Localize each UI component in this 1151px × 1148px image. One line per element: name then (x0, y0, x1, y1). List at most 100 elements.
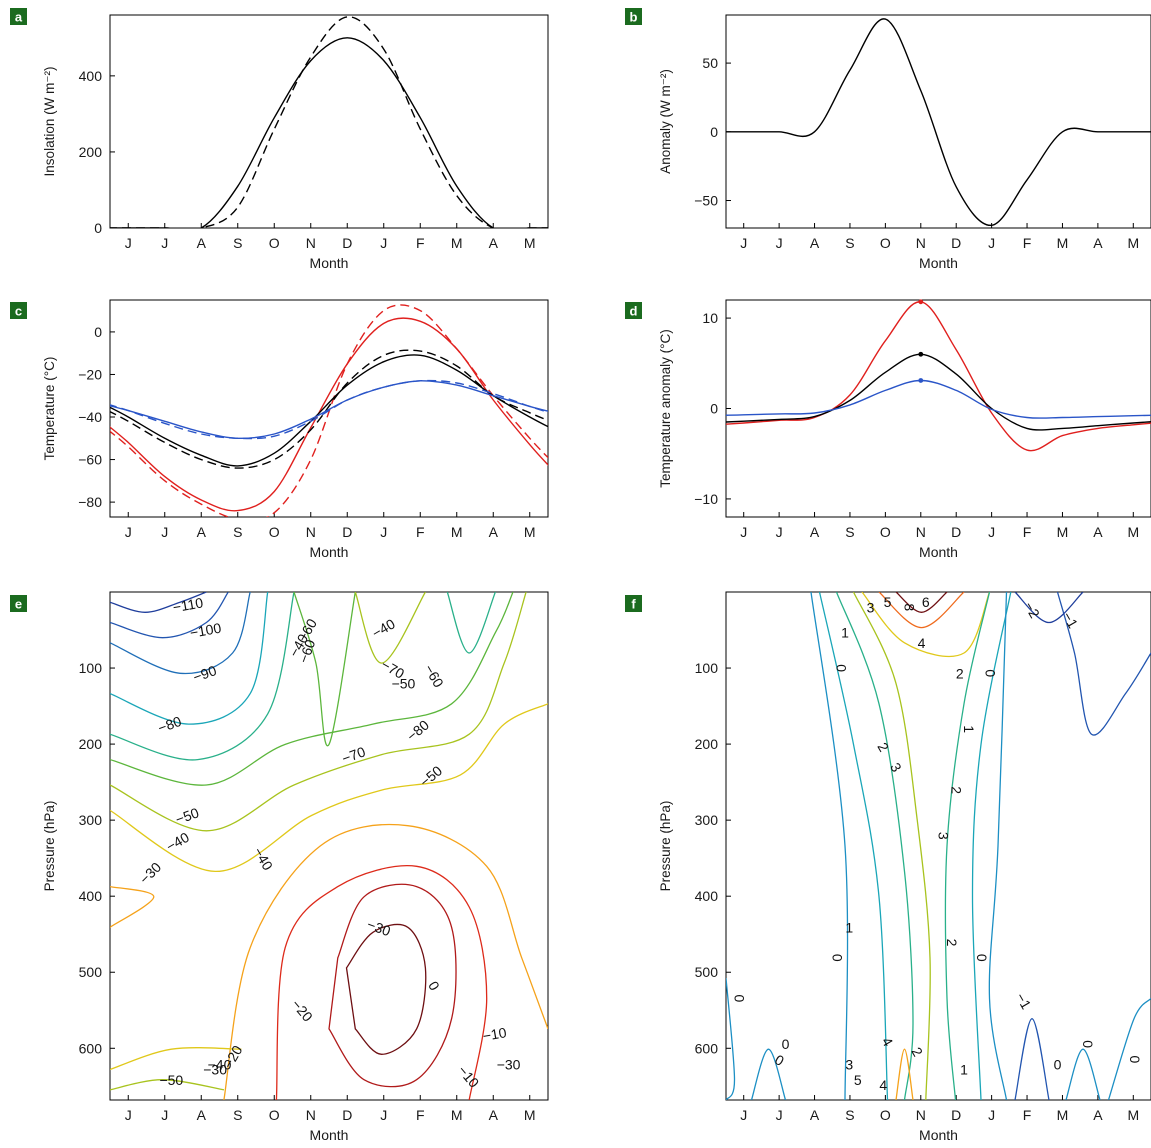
series-group (726, 18, 1151, 227)
x-tick-label: J (161, 1107, 168, 1123)
contour-label: −50 (417, 762, 446, 790)
contour-label: 0 (782, 1036, 790, 1052)
y-tick-label: 400 (79, 888, 103, 904)
x-tick-label: M (1127, 1107, 1139, 1123)
contour-label: 1 (961, 725, 977, 733)
contour-line-12 (223, 823, 548, 1100)
contour-line-9 (354, 592, 426, 664)
peak-marker-2 (918, 378, 924, 383)
series-line-0 (110, 317, 548, 512)
contour-label: −30 (203, 1062, 227, 1078)
x-axis-label: Month (310, 1127, 349, 1143)
panel-label: d (630, 304, 638, 319)
contour-label: −30 (136, 859, 164, 887)
contour-line-6 (110, 592, 527, 832)
contour-label: 2 (956, 665, 964, 681)
contour-label: −10 (481, 1024, 507, 1044)
series-line-1 (726, 353, 1151, 431)
contour-line-7 (110, 703, 548, 873)
contour-label: −50 (173, 804, 201, 827)
contour-line-5 (110, 592, 514, 786)
contour-line-10 (1056, 592, 1151, 736)
series-line-0 (110, 37, 548, 228)
contour-label: −60 (421, 662, 447, 691)
contour-label: −30 (365, 916, 393, 939)
contour-line-16 (1107, 997, 1151, 1100)
x-tick-label: J (380, 1107, 387, 1123)
x-tick-label: M (451, 235, 463, 251)
contour-line-5 (944, 592, 991, 1100)
series-line-5 (110, 379, 548, 440)
contour-line-3 (110, 592, 269, 725)
x-tick-label: J (380, 235, 387, 251)
y-tick-label: 500 (695, 964, 719, 980)
contour-line-1 (878, 592, 965, 629)
contour-line-17 (110, 1079, 225, 1091)
x-tick-label: J (988, 524, 995, 540)
contour-label: 8 (902, 603, 918, 611)
panel-label-badge (10, 595, 27, 612)
contour-line-12 (726, 978, 736, 1100)
y-axis-label: Pressure (hPa) (658, 801, 673, 892)
contour-line-6 (818, 592, 889, 1100)
y-tick-label: 400 (695, 888, 719, 904)
x-tick-label: M (1127, 524, 1139, 540)
x-tick-label: A (197, 1107, 207, 1123)
contour-label: −10 (455, 1062, 483, 1091)
series-group (110, 16, 548, 228)
y-tick-label: 0 (710, 401, 718, 417)
series-line-1 (110, 304, 548, 517)
panel-e: e J J A S O N D J F M A M Month Pressure (hPa) 100 200 30… (10, 591, 549, 1143)
x-tick-label: S (845, 235, 854, 251)
contour-line-0 (895, 592, 948, 613)
y-axis-label: Pressure (hPa) (42, 801, 57, 892)
plot-frame (725, 14, 1151, 229)
x-tick-label: M (1057, 1107, 1069, 1123)
y-tick-label: 600 (79, 1040, 103, 1056)
panel-label-badge (625, 302, 642, 319)
contour-label: −60 (295, 637, 318, 665)
x-tick-label: M (1057, 235, 1069, 251)
contour-label: 6 (922, 594, 930, 610)
contour-line-15 (345, 923, 427, 1055)
x-tick-label: A (197, 235, 207, 251)
x-tick-label: S (845, 1107, 854, 1123)
series-line-1 (110, 16, 548, 228)
y-tick-label: −20 (78, 366, 102, 382)
contour-label: −50 (392, 676, 416, 692)
x-tick-label: O (880, 235, 891, 251)
panel-label-badge (625, 595, 642, 612)
x-tick-label: J (740, 235, 747, 251)
series-line-0 (726, 18, 1151, 227)
contour-line-1 (110, 592, 229, 639)
x-tick-label: J (161, 524, 168, 540)
contour-label: −20 (288, 996, 316, 1025)
series-group (110, 304, 548, 517)
x-tick-label: A (1093, 235, 1103, 251)
contour-label: −40 (208, 1057, 232, 1073)
y-tick-label: 0 (94, 324, 102, 340)
contour-label: 0 (1054, 1057, 1062, 1073)
contour-label: 0 (1127, 1055, 1143, 1063)
contour-label: −50 (159, 1072, 183, 1088)
contour-label: 3 (867, 599, 875, 615)
x-tick-label: M (1057, 524, 1069, 540)
panel-label-badge (10, 302, 27, 319)
y-tick-label: 300 (79, 812, 103, 828)
x-tick-label: N (306, 524, 316, 540)
contour-label: 2 (874, 740, 892, 755)
panel-label: f (631, 597, 636, 612)
x-tick-label: D (951, 235, 961, 251)
x-tick-label: M (524, 1107, 536, 1123)
x-axis-label: Month (919, 1127, 958, 1143)
panel-label: e (15, 597, 22, 612)
x-tick-label: N (306, 1107, 316, 1123)
x-tick-label: J (740, 524, 747, 540)
panel-a: a J J A S O N D J F M A M Month Insolation (W m⁻²) 0 200… (10, 8, 549, 271)
y-tick-label: 500 (79, 964, 103, 980)
x-tick-label: J (380, 524, 387, 540)
x-tick-label: J (161, 235, 168, 251)
x-tick-label: F (1023, 235, 1032, 251)
x-tick-label: O (269, 1107, 280, 1123)
x-tick-label: F (416, 524, 425, 540)
